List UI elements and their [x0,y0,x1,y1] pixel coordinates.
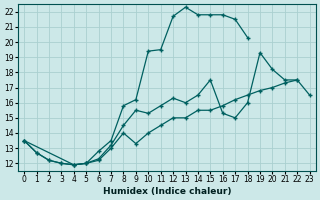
X-axis label: Humidex (Indice chaleur): Humidex (Indice chaleur) [103,187,231,196]
